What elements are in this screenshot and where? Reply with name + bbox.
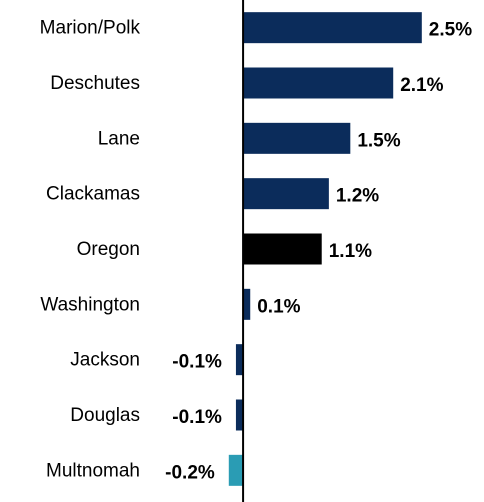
category-label: Clackamas [46,184,140,205]
bar [243,122,351,154]
value-label: -0.1% [172,352,222,373]
value-label: 1.2% [336,186,379,207]
category-label: Oregon [77,239,140,260]
category-label: Washington [40,294,140,315]
bar [243,67,394,99]
value-label: 2.1% [400,75,443,96]
category-label: Lane [98,128,140,149]
bar [228,454,244,486]
category-label: Multnomah [46,460,140,481]
category-label: Marion/Polk [40,18,141,39]
value-label: 0.1% [257,296,300,317]
bar [243,12,422,44]
bar [235,344,244,376]
value-label: 2.5% [429,20,472,41]
category-label: Douglas [70,405,140,426]
value-label: 1.1% [329,241,372,262]
value-label: -0.2% [165,462,215,483]
bar [243,288,251,320]
category-label: Jackson [70,350,140,371]
value-label: -0.1% [172,407,222,428]
bar [243,233,322,265]
category-label: Deschutes [50,73,140,94]
bar [235,399,244,431]
value-label: 1.5% [357,130,400,151]
bar [243,178,329,210]
